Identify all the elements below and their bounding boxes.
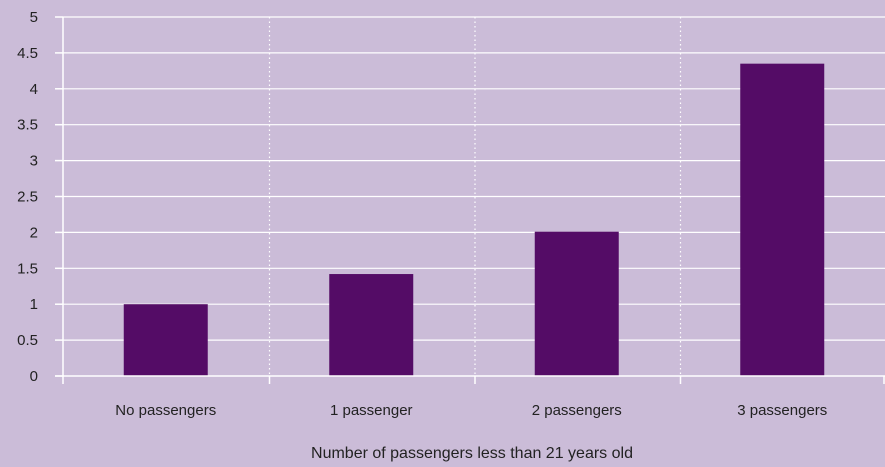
y-tick-label-1: 0.5 [17,332,38,349]
x-tick-labels: No passengers 1 passenger 2 passengers 3 pa… [115,402,827,419]
x-axis-title: Number of passengers less than 21 years … [311,445,633,462]
category-separators [268,17,682,376]
y-tick-label-0: 0 [30,368,38,385]
y-tick-label-2: 1 [30,296,38,313]
x-tick-label-1: 1 passenger [330,402,413,419]
y-tick-label-3: 1.5 [17,260,38,277]
y-tick-label-6: 3 [30,153,38,170]
bars [123,63,825,377]
bar-2 [534,231,619,376]
x-tick-label-0: No passengers [115,402,216,419]
bar-3 [740,63,825,377]
y-tick-label-10: 5 [30,9,38,26]
x-tick-label-3: 3 passengers [737,402,827,419]
y-tick-label-7: 3.5 [17,117,38,134]
axes [55,16,885,384]
bar-0 [123,304,208,376]
y-tick-labels: 0 0.5 1 1.5 2 2.5 3 3.5 4 4.5 5 [17,9,38,385]
x-tick-label-2: 2 passengers [532,402,622,419]
y-tick-label-8: 4 [30,81,38,98]
y-tick-label-9: 4.5 [17,45,38,62]
bar-1 [329,274,414,376]
y-tick-label-5: 2.5 [17,189,38,206]
y-tick-label-4: 2 [30,224,38,241]
